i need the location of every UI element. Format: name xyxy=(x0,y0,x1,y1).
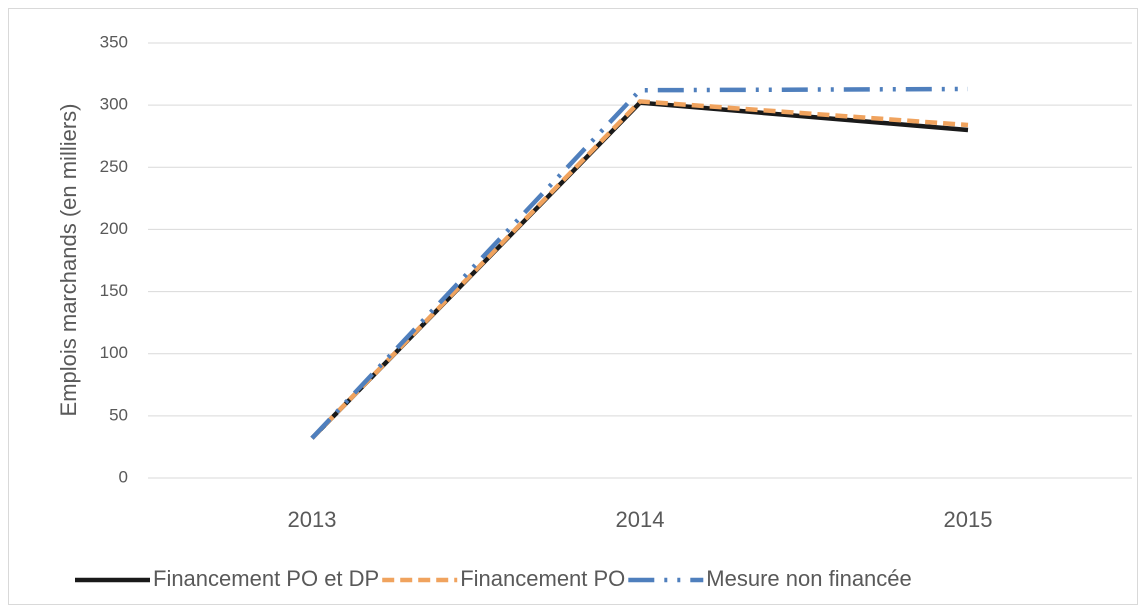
series-line xyxy=(310,99,969,440)
y-tick-label: 300 xyxy=(100,95,128,114)
x-tick-label: 2014 xyxy=(616,507,665,532)
legend-label: Mesure non financée xyxy=(706,566,911,591)
y-tick-label: 200 xyxy=(100,219,128,238)
y-tick-label: 150 xyxy=(100,281,128,300)
x-tick-label: 2013 xyxy=(288,507,337,532)
chart-frame xyxy=(8,8,1138,605)
legend-label: Financement PO xyxy=(460,566,625,591)
legend-label: Financement PO et DP xyxy=(153,566,379,591)
x-tick-label: 2015 xyxy=(944,507,993,532)
y-tick-label: 350 xyxy=(100,32,128,51)
y-tick-label: 250 xyxy=(100,157,128,176)
series-line xyxy=(310,86,969,440)
y-tick-label: 50 xyxy=(109,405,128,424)
y-tick-label: 100 xyxy=(100,343,128,362)
y-axis-label: Emplois marchands (en milliers) xyxy=(56,104,81,417)
y-tick-label: 0 xyxy=(119,467,128,486)
